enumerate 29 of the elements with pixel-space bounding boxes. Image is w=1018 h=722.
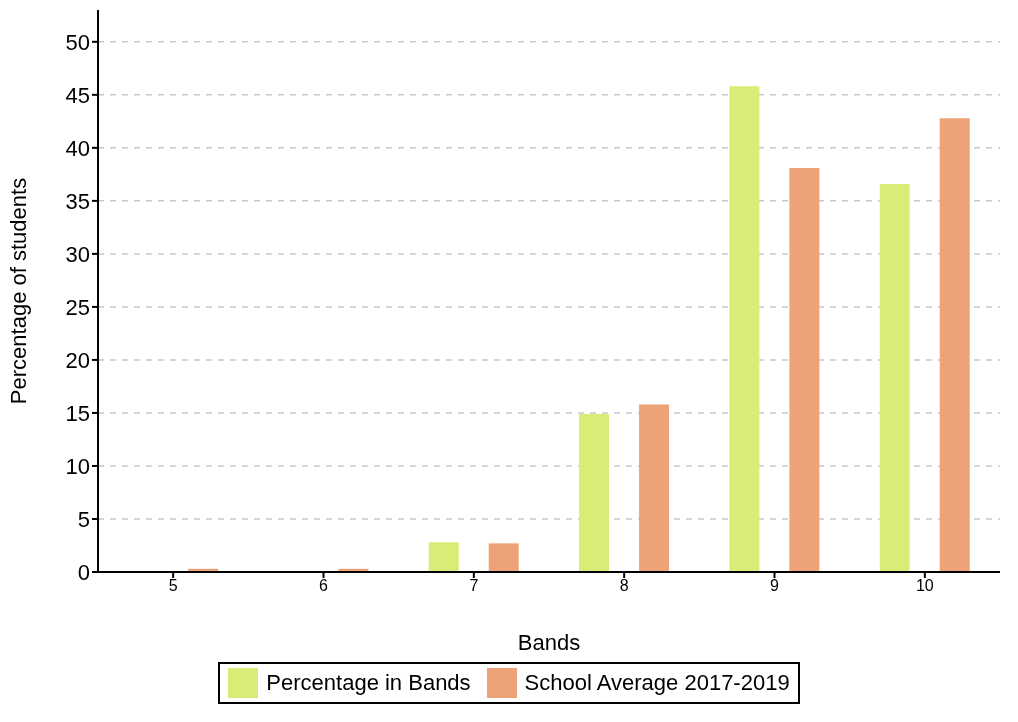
y-axis-title: Percentage of students (5, 177, 31, 405)
y-tick-label: 50 (65, 29, 90, 55)
x-tick-label: 8 (619, 577, 629, 595)
bar (579, 414, 610, 572)
y-tick-label: 0 (77, 559, 90, 585)
x-axis-title: Bands (517, 630, 581, 655)
x-tick-label: 5 (168, 577, 178, 595)
bar (789, 168, 820, 572)
bar (488, 543, 519, 572)
y-tick-label: 25 (65, 294, 90, 320)
legend-label: School Average 2017-2019 (524, 670, 790, 696)
y-tick-label: 40 (65, 135, 90, 161)
bar (428, 542, 459, 572)
y-tick-label: 20 (65, 347, 90, 373)
bar (939, 118, 970, 572)
bar (639, 404, 670, 572)
x-tick-label: 10 (915, 577, 934, 595)
bar (729, 86, 760, 572)
bar (879, 183, 910, 572)
y-tick-label: 45 (65, 82, 90, 108)
y-tick-label: 15 (65, 400, 90, 426)
x-tick-label: 9 (770, 577, 780, 595)
x-tick-label: 6 (319, 577, 329, 595)
y-tick-label: 35 (65, 188, 90, 214)
y-tick-label: 30 (65, 241, 90, 267)
legend-label: Percentage in Bands (266, 670, 471, 696)
y-tick-label: 10 (65, 453, 90, 479)
y-tick-label: 5 (77, 506, 90, 532)
x-tick-label: 7 (469, 577, 479, 595)
